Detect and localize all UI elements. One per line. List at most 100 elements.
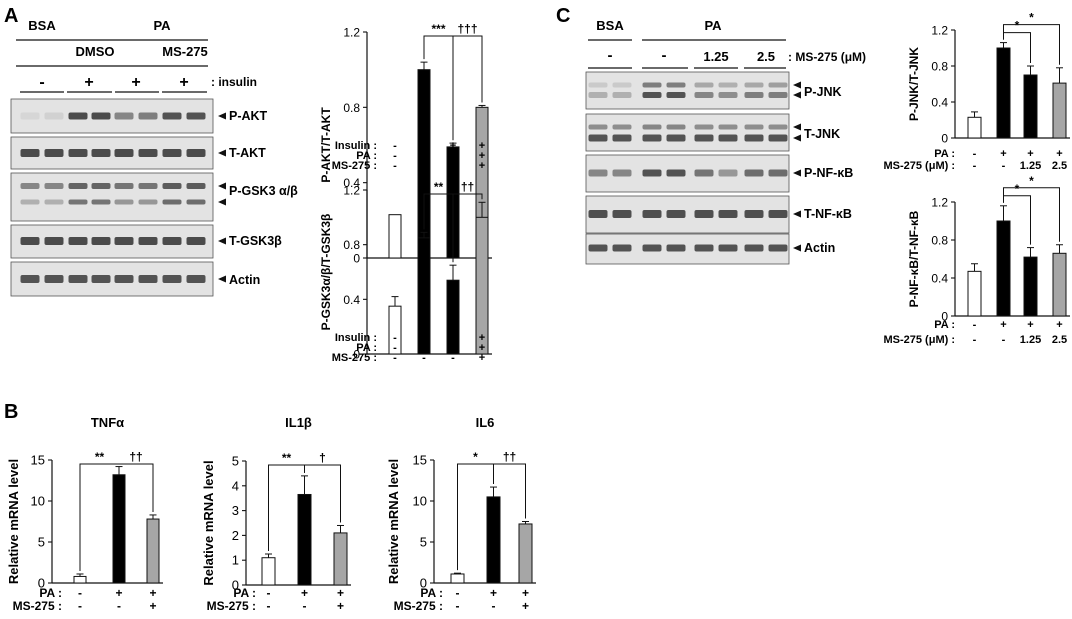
chart-c2-sig-label-0: * (1015, 182, 1020, 196)
chart-c1-bar-2 (1023, 74, 1038, 139)
chart-c1-sig-label-1: * (1029, 11, 1034, 25)
chart-b2-ytick-label-1: 1 (232, 553, 239, 568)
chart-a1-row-0-cell-2: + (450, 140, 456, 152)
chart-a2-row-1-cell-2: + (450, 342, 456, 354)
chart-c2-ytick-label-3: 1.2 (931, 196, 948, 210)
chart-b3-row-label-0: PA : (420, 586, 443, 600)
chart-b3-row-0-cell-0: - (456, 586, 460, 600)
blot-a-insulin-lane-3: + (131, 74, 140, 91)
chart-a1-row-1-cell-3: + (479, 150, 485, 162)
chart-c1-row-0-cell-2: + (1027, 148, 1033, 160)
chart-c1-bar-0 (967, 116, 982, 139)
chart-a1-row-1-cell-1: - (422, 150, 426, 162)
chart-b2-bar-1 (297, 493, 312, 586)
blot-c-dose-lane-4: 2.5 (757, 49, 775, 64)
chart-c1-bar-1 (996, 47, 1011, 139)
chart-c1-row-1-cell-1: - (1002, 160, 1006, 172)
chart-a1-sig-label-1: ††† (457, 22, 477, 36)
blot-c-membrane-4: T-NF-κB (585, 195, 852, 234)
blot-a: BSA PA DMSO MS-275 - + + + : insulin P-A… (10, 18, 298, 297)
blot-c-dose-lane-3: 1.25 (703, 49, 728, 64)
chart-a2-row-0-cell-2: + (450, 332, 456, 344)
chart-c2-sig-label-1: * (1029, 174, 1034, 188)
blot-c-band-label-3: P-NF-κB (804, 166, 853, 180)
chart-b2-row-label-0: PA : (233, 586, 256, 600)
chart-c2-bar-2 (1023, 256, 1038, 317)
chart-a2-sig-label-1: †† (461, 180, 474, 194)
chart-a2-bar-2 (446, 279, 460, 355)
chart-c2-row-1-cell-1: - (1002, 334, 1006, 346)
chart-b2-row-label-1: MS-275 : (207, 599, 256, 613)
chart-b1-title: TNFα (91, 415, 124, 430)
chart-b2-ytick-label-3: 3 (232, 503, 239, 518)
chart-c2-sig-bracket-1 (1003, 187, 1060, 242)
chart-a1-row-label-0: Insulin : (335, 140, 377, 152)
chart-b3-ytick-label-1: 5 (420, 535, 427, 550)
chart-b1-bar-1 (112, 474, 126, 584)
chart-c2-ytick-label-1: 0.4 (931, 272, 948, 286)
chart-a1-row-1-cell-2: + (450, 150, 456, 162)
chart-c1-row-0-cell-0: - (973, 148, 977, 160)
blot-c-membrane-2: T-JNK (585, 113, 840, 152)
chart-c2-row-0-cell-1: + (1000, 319, 1006, 331)
chart-b2-sig-bracket-1 (304, 464, 341, 523)
blot-c-dose-lane-2: - (662, 47, 667, 64)
chart-c2-ylabel: P-NF-κB/T-NF-κB (907, 210, 921, 307)
blot-c: BSA PA - - 1.25 2.5 : MS-275 (μM) P-JNK T… (585, 18, 866, 265)
chart-b1-row-0-cell-1: + (115, 586, 122, 600)
chart-a1-row-2-cell-0: - (393, 160, 397, 172)
chart-b2-ytick-label-2: 2 (232, 528, 239, 543)
chart-b2-row-1-cell-0: - (267, 599, 271, 613)
blot-a-group-dmso: DMSO (76, 44, 115, 59)
chart-b1-sig-label-0: ** (95, 450, 105, 464)
chart-a2-sig-bracket-1 (452, 193, 483, 263)
chart-p-akt: 00.40.81.2P-AKT/T-AKT*** †††Insulin : - + + +… (319, 22, 492, 266)
chart-a2-row-2-cell-0: - (393, 352, 397, 364)
chart-b1-bar-2 (146, 518, 160, 584)
chart-b1-row-label-1: MS-275 : (13, 599, 62, 613)
blot-a-membrane-2: T-AKT (10, 136, 266, 170)
blot-a-membrane-5: Actin (10, 261, 260, 297)
chart-b1-row-label-0: PA : (39, 586, 62, 600)
chart-p-nfkb: 0 0.4 0.8 1.2 P-NF-κB/T-NF-κB * * PA : - + + + MS-27… (883, 174, 1070, 346)
panel-label-b: B (4, 401, 18, 423)
chart-a1-row-0-cell-0: - (393, 140, 397, 152)
chart-b2-ytick-label-4: 4 (232, 478, 239, 493)
chart-p-gsk3: 0 0.4 0.8 1.2 P-GSK3α/β/T-GSK3β ** †† Insulin :… (319, 180, 492, 364)
chart-a2-row-2-cell-1: - (422, 352, 426, 364)
chart-b1-sig-label-1: †† (129, 450, 142, 464)
chart-a1-row-2-cell-2: - (451, 160, 455, 172)
chart-c1-row-label-1: MS-275 (μM) : (883, 160, 955, 172)
blot-c-group-bsa: BSA (596, 18, 624, 33)
chart-b3-sig-label-0: * (473, 450, 478, 464)
chart-a2-sig-label-0: ** (434, 180, 444, 194)
chart-b3-row-1-cell-0: - (456, 599, 460, 613)
chart-a1-sig-label-0: *** (431, 22, 445, 36)
chart-b3-row-label-1: MS-275 : (394, 599, 443, 613)
chart-b1-ytick-label-1: 5 (38, 535, 45, 550)
chart-b2-bar-2 (333, 532, 348, 586)
chart-c2-row-1-cell-3: 2.5 (1052, 334, 1067, 346)
chart-a2-ytick-label-3: 1.2 (343, 184, 360, 198)
chart-a2-row-label-2: MS-275 : (332, 352, 377, 364)
blot-c-membrane-3: P-NF-κB (585, 154, 853, 193)
chart-a1-row-0-cell-3: + (479, 140, 485, 152)
chart-a1-row-1-cell-0: - (393, 150, 397, 162)
chart-a2-row-0-cell-1: + (421, 332, 427, 344)
blot-c-dose-lane-1: - (608, 47, 613, 64)
chart-a1-row-2-cell-3: + (479, 160, 485, 172)
chart-a2-bar-3 (475, 216, 489, 355)
chart-c2-ytick-label-0: 0 (941, 310, 948, 324)
blot-a-membrane-3: P-GSK3 α/β (10, 172, 298, 222)
chart-a2-row-1-cell-3: + (479, 342, 485, 354)
chart-c1-sig-bracket-1 (1003, 24, 1060, 65)
chart-b1-row-1-cell-0: - (78, 599, 82, 613)
chart-c2-row-1-cell-2: 1.25 (1020, 334, 1041, 346)
chart-b1-row-1-cell-1: - (117, 599, 121, 613)
chart-c2-row-0-cell-0: - (973, 319, 977, 331)
panel-label-c: C (556, 5, 570, 27)
chart-b3-bar-1 (486, 496, 501, 584)
chart-b1-ytick-label-2: 10 (31, 494, 45, 509)
chart-a1-sig-bracket-1 (452, 35, 483, 141)
chart-a2-ylabel: P-GSK3α/β/T-GSK3β (319, 214, 333, 331)
